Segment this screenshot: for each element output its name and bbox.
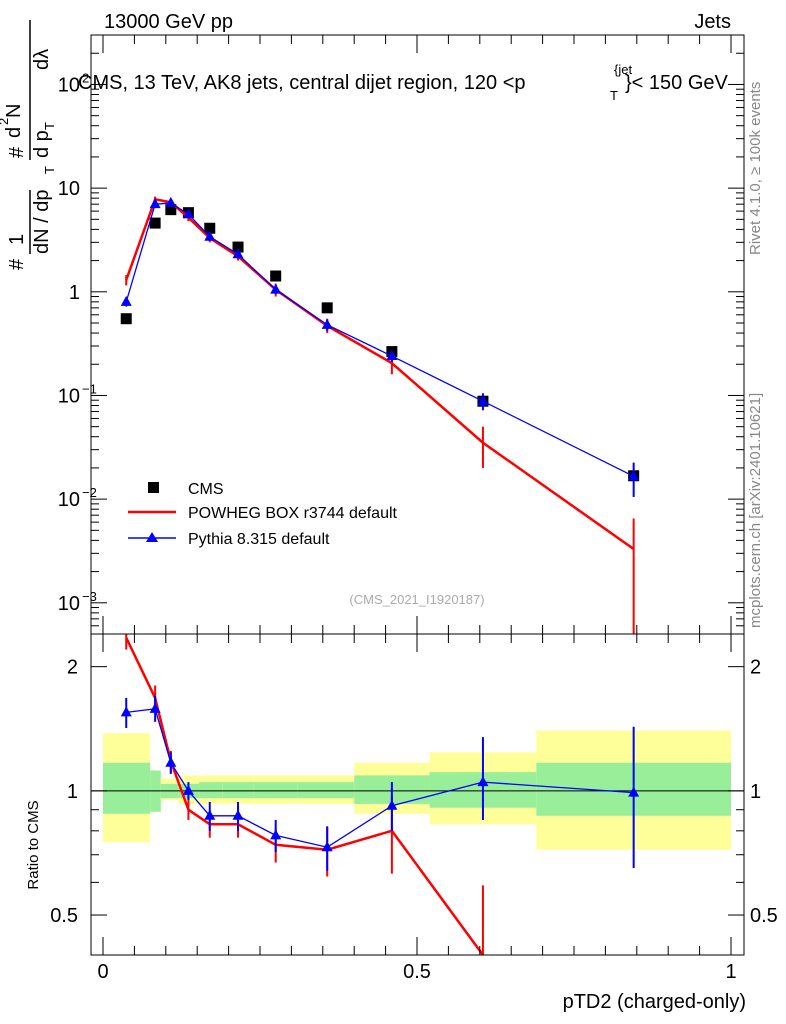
analysis-id: (CMS_2021_I1920187) <box>349 592 484 607</box>
energy-label: 13000 GeV pp <box>104 11 233 33</box>
svg-text:dN / dp: dN / dp <box>31 190 53 254</box>
powheg-ratio-line <box>125 637 484 956</box>
category-label: Jets <box>694 11 731 33</box>
pythia-marker <box>386 350 398 361</box>
cms-data-point <box>270 270 282 282</box>
x-tick-label: 1 <box>725 961 736 983</box>
svg-text:N: N <box>3 104 25 118</box>
ratio-uncertainty-bands <box>91 730 744 850</box>
x-axis-label: pTD2 (charged-only) <box>563 991 746 1013</box>
cms-data-point <box>149 217 161 229</box>
legend-cms-label: CMS <box>188 481 224 498</box>
stat-uncertainty-band <box>103 762 151 814</box>
main-y-tick-label: 10 <box>58 74 80 96</box>
main-y-tick-label: 10 <box>58 593 80 615</box>
rivet-label: Rivet 4.1.0, ≥ 100k events <box>747 82 764 255</box>
pythia-marker <box>628 470 640 481</box>
pythia-marker <box>182 208 194 219</box>
cms-data-point <box>120 313 132 325</box>
x-tick-label: 0 <box>97 961 108 983</box>
pythia-marker <box>204 230 216 241</box>
ratio-y-tick-label: 1 <box>67 781 78 803</box>
main-y-tick-exponent: −2 <box>82 485 97 500</box>
ratio-y-tick-label-right: 0.5 <box>750 905 778 927</box>
main-y-tick-exponent: −3 <box>82 589 97 604</box>
pythia-ratio-marker <box>120 706 132 717</box>
svg-text:2: 2 <box>0 118 11 125</box>
legend-cms-marker <box>148 482 159 493</box>
plot-title: CMS, 13 TeV, AK8 jets, central dijet reg… <box>78 62 729 103</box>
pythia-marker <box>232 248 244 259</box>
svg-text:1: 1 <box>6 234 28 245</box>
svg-text:dλ: dλ <box>31 49 53 70</box>
svg-text:d: d <box>3 127 25 138</box>
ratio-y-axis-label: Ratio to CMS <box>25 800 42 889</box>
svg-text:#: # <box>6 258 28 270</box>
pythia-marker <box>165 196 177 207</box>
cms-data-point <box>321 302 333 314</box>
stat-uncertainty-band <box>253 782 298 799</box>
svg-text:d p: d p <box>31 130 53 158</box>
plot-title-sub: T <box>610 88 618 103</box>
pythia-ratio-marker <box>386 799 398 810</box>
cms-data-point <box>204 222 216 234</box>
pythia-marker <box>120 295 132 306</box>
svg-text:#: # <box>6 146 28 158</box>
pythia-ratio-marker <box>165 756 177 767</box>
main-y-tick-label: 10 <box>58 385 80 407</box>
pythia-line <box>125 202 634 477</box>
mcplots-label: mcplots.cern.ch [arXiv:2401.10621] <box>747 393 764 628</box>
legend-powheg-label: POWHEG BOX r3744 default <box>188 505 398 522</box>
ratio-y-tick-label: 0.5 <box>50 905 78 927</box>
legend: CMS POWHEG BOX r3744 default Pythia 8.31… <box>128 481 398 548</box>
pythia-ratio-marker <box>204 809 216 820</box>
main-y-tick-label: 1 <box>69 282 80 304</box>
stat-uncertainty-band <box>297 782 355 799</box>
pythia-ratio-marker <box>477 776 489 787</box>
ratio-y-tick-label-right: 1 <box>750 781 761 803</box>
ratio-y-tick-label: 2 <box>67 657 78 679</box>
pythia-marker <box>477 395 489 406</box>
pythia-ratio-marker <box>232 809 244 820</box>
svg-text:T: T <box>42 122 57 130</box>
pythia-ratio-marker <box>149 702 161 713</box>
x-tick-label: 0.5 <box>403 961 431 983</box>
main-y-tick-label: 10 <box>58 178 80 200</box>
ratio-y-tick-label-right: 2 <box>750 657 761 679</box>
svg-text:T: T <box>42 166 57 174</box>
pythia-ratio-marker <box>321 841 333 852</box>
plot-title-main: CMS, 13 TeV, AK8 jets, central dijet reg… <box>78 72 526 94</box>
pythia-ratio-marker <box>628 786 640 797</box>
cms-data-point <box>165 204 177 216</box>
pythia-marker <box>270 283 282 294</box>
plot-title-end: }< 150 GeV <box>625 72 729 94</box>
plot-title-sup: {jet <box>614 62 632 77</box>
stat-uncertainty-band <box>222 782 254 799</box>
legend-pythia-label: Pythia 8.315 default <box>188 531 330 548</box>
legend-pythia-marker <box>146 532 158 542</box>
main-series-layer <box>120 196 640 634</box>
main-y-tick-exponent: −1 <box>82 381 97 396</box>
stat-uncertainty-band <box>199 782 223 799</box>
main-y-tick-label: 10 <box>58 489 80 511</box>
pythia-marker <box>321 318 333 329</box>
main-y-axis-label: # 1 dN / dp T # d 2 N d p T dλ <box>0 20 57 270</box>
cms-data-point <box>232 241 244 253</box>
pythia-marker <box>149 198 161 209</box>
pythia-ratio-marker <box>182 784 194 795</box>
pythia-ratio-marker <box>270 829 282 840</box>
ratio-series-layer <box>120 634 640 956</box>
main-y-tick-exponent: 2 <box>82 70 89 85</box>
